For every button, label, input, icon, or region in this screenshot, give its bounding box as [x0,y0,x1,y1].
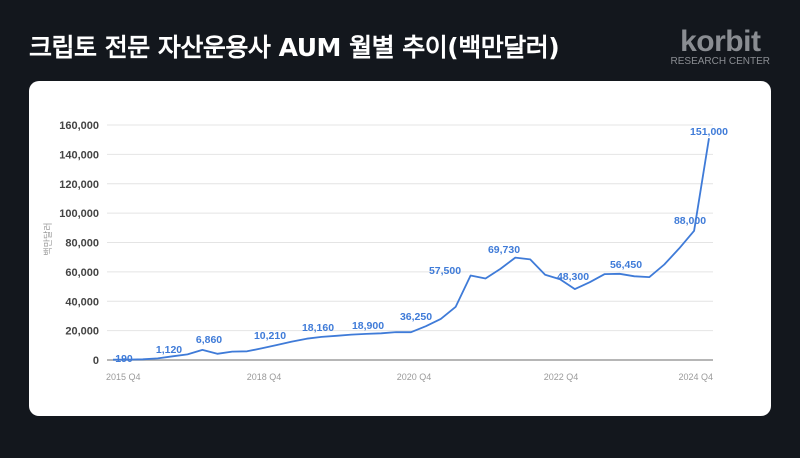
y-tick-label: 100,000 [59,208,99,220]
x-tick-label: 2024 Q4 [678,372,713,382]
x-axis-ticks: 2015 Q4 2018 Q4 2020 Q4 2022 Q4 2024 Q4 [106,372,713,382]
data-label: 56,450 [610,259,642,271]
data-label: 190 [115,353,133,365]
y-tick-label: 40,000 [65,296,99,308]
data-label: 18,160 [302,322,334,334]
brand-subtitle: RESEARCH CENTER [670,56,770,67]
data-label: 48,300 [557,271,589,283]
y-tick-label: 60,000 [65,267,99,279]
gridlines [107,124,713,361]
y-axis-ticks: 0 20,000 40,000 60,000 80,000 100,000 120,000 1… [59,120,99,367]
brand-name: korbit [680,25,761,58]
data-label: 18,900 [352,320,384,332]
y-tick-label: 160,000 [59,120,99,132]
data-label: 36,250 [400,311,432,323]
x-tick-label: 2022 Q4 [544,372,579,382]
y-tick-label: 140,000 [59,149,99,161]
data-label: 151,000 [690,126,728,138]
y-tick-label: 0 [93,355,99,367]
data-label: 6,860 [196,334,222,346]
x-tick-label: 2020 Q4 [397,372,432,382]
data-label: 88,000 [674,215,706,227]
y-tick-label: 120,000 [59,179,99,191]
data-label: 1,120 [156,344,182,356]
data-labels: 190 1,120 6,860 10,210 18,160 18,900 36,250 57,… [115,126,728,365]
chart-card: 0 20,000 40,000 60,000 80,000 100,000 120,000 1… [29,81,771,416]
page-title: 크립토 전문 자산운용사 AUM 월별 추이(백만달러) [29,33,560,62]
x-tick-label: 2015 Q4 [106,372,141,382]
data-label: 69,730 [488,244,520,256]
x-tick-label: 2018 Q4 [247,372,282,382]
y-tick-label: 20,000 [65,326,99,338]
data-label: 57,500 [429,265,461,277]
aum-line [112,138,710,361]
data-label: 10,210 [254,330,286,342]
brand-logo: korbit RESEARCH CENTER [670,25,770,68]
y-tick-label: 80,000 [65,238,99,250]
line-chart: 0 20,000 40,000 60,000 80,000 100,000 120,000 1… [42,120,728,382]
y-axis-label: 백만달러 [42,222,54,255]
